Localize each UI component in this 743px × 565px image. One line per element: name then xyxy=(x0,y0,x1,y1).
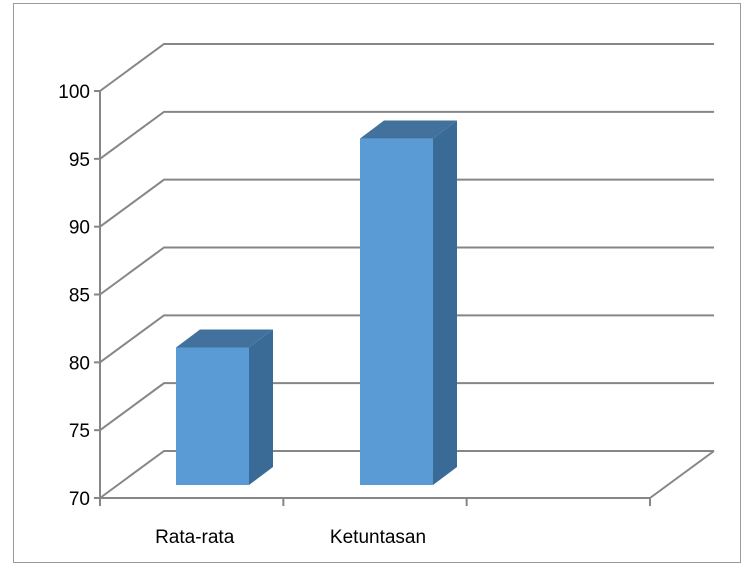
floor-right-edge xyxy=(649,450,715,499)
y-tick-label-70: 70 xyxy=(69,489,90,510)
x-tick-label-rata-rata: Rata-rata xyxy=(155,527,235,548)
y-tick-label-85: 85 xyxy=(69,286,90,307)
y-tick-label-80: 80 xyxy=(69,353,90,374)
gridline-95 xyxy=(99,110,714,160)
y-tick-label-75: 75 xyxy=(69,421,90,442)
tick-labels: 70 75 80 85 90 95 100 Rata-rata Ketuntas… xyxy=(58,82,426,548)
gridline-70 xyxy=(99,450,714,499)
gridline-80 xyxy=(99,314,714,364)
bars xyxy=(176,120,457,485)
y-tick-label-90: 90 xyxy=(69,218,90,239)
bar-rata-rata xyxy=(176,329,273,485)
gridline-85 xyxy=(99,246,714,296)
gridlines xyxy=(99,43,714,499)
bar-side-face xyxy=(249,329,273,485)
gridline-90 xyxy=(99,178,714,228)
y-tick-label-100: 100 xyxy=(58,82,90,103)
axes xyxy=(94,90,715,506)
x-tick-label-ketuntasan: Ketuntasan xyxy=(330,527,426,548)
gridline-100 xyxy=(99,43,714,92)
bar-ketuntasan xyxy=(360,120,457,485)
bar-top-face xyxy=(360,120,457,139)
bar-front-face xyxy=(360,138,433,485)
bar-top-face xyxy=(176,329,273,348)
y-tick-label-95: 95 xyxy=(69,150,90,171)
bar-front-face xyxy=(176,347,249,485)
gridline-75 xyxy=(99,382,714,431)
bar-side-face xyxy=(433,120,457,485)
